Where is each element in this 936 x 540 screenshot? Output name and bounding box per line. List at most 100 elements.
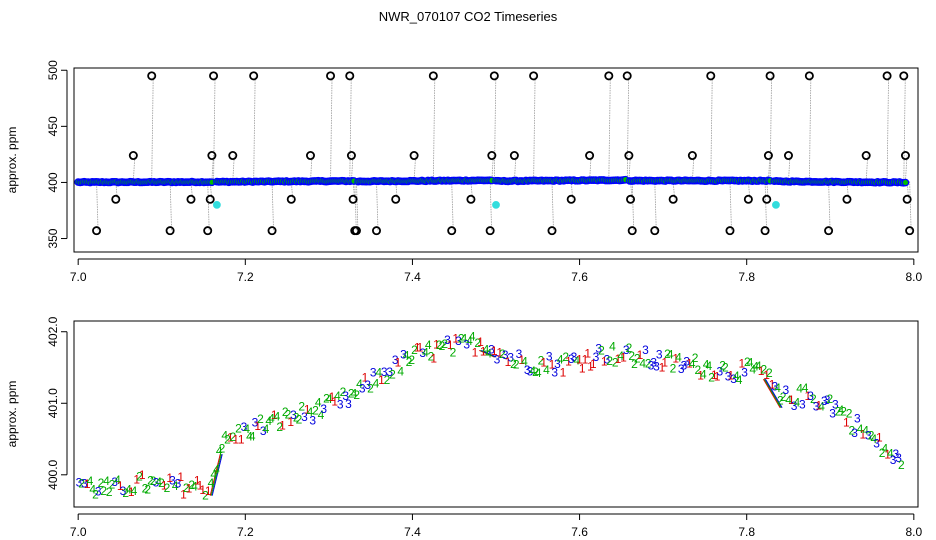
data-point-symbol: 4 [796, 381, 803, 395]
data-point-symbol: 2 [188, 478, 195, 492]
data-point-symbol: 2 [840, 405, 847, 419]
outlier-connector [232, 155, 235, 182]
data-point-symbol: 2 [670, 362, 677, 376]
outlier-point [765, 71, 775, 81]
data-point-symbol: 3 [546, 350, 553, 364]
data-point-symbol: 3 [604, 353, 611, 367]
outlier-connector [533, 75, 536, 182]
data-point-symbol: 3 [681, 358, 688, 372]
data-point-symbol: 3 [252, 416, 259, 430]
data-point-symbol: 2 [846, 406, 853, 420]
data-point-symbol: 3 [527, 364, 534, 378]
data-point-symbol: 2 [510, 357, 517, 371]
data-point-symbol: 3 [854, 412, 861, 426]
data-point-symbol: 3 [364, 378, 371, 392]
data-point-symbol: 1 [727, 368, 734, 382]
data-point-symbol: 4 [307, 405, 314, 419]
data-point-symbol: 4 [752, 360, 759, 374]
data-point-symbol: 3 [120, 484, 127, 498]
data-point-symbol: 2 [219, 442, 226, 456]
data-point-symbol: 4 [125, 483, 132, 497]
data-point-symbol: 4 [249, 429, 256, 443]
outlier-point [804, 71, 814, 81]
data-point-symbol: 3 [824, 393, 831, 407]
outlier-connector [151, 75, 154, 182]
data-point-symbol: 4 [155, 475, 162, 489]
data-point-symbol: 1 [254, 419, 261, 433]
data-point-symbol: 2 [562, 350, 569, 364]
outlier-point [624, 151, 634, 161]
data-point-symbol: 4 [573, 354, 580, 368]
data-point-symbol: 4 [315, 396, 322, 410]
data-point-symbol: 4 [700, 367, 707, 381]
data-point-symbol: 3 [301, 410, 308, 424]
data-point-symbol: 2 [122, 486, 129, 500]
data-point-symbol: 3 [642, 343, 649, 357]
series-jump-line [209, 454, 221, 496]
data-point-symbol: 2 [285, 408, 292, 422]
data-point-symbol: 4 [483, 342, 490, 356]
outlier-connector [886, 75, 889, 182]
outlier-point [824, 226, 834, 236]
data-point-symbol: 2 [474, 336, 481, 350]
data-point-symbol: 3 [741, 366, 748, 380]
data-point-symbol: 4 [397, 365, 404, 379]
data-point-symbol: 3 [873, 437, 880, 451]
outlier-point [428, 71, 438, 81]
data-point-symbol: 4 [466, 334, 473, 348]
data-point-symbol: 4 [881, 442, 888, 456]
outlier-connector [808, 75, 812, 182]
data-point-symbol: 2 [766, 366, 773, 380]
data-point-symbol: 1 [177, 470, 184, 484]
data-point-symbol: 1 [491, 344, 498, 358]
outlier-point [899, 71, 909, 81]
data-point-symbol: 1 [378, 373, 385, 387]
data-point-symbol: 2 [158, 476, 165, 490]
data-point-symbol: 2 [144, 483, 151, 497]
outlier-connector [828, 181, 831, 231]
outlier-connector [413, 155, 417, 182]
data-point-symbol: 1 [205, 484, 212, 498]
data-point-symbol: 2 [100, 484, 107, 498]
data-point-symbol: 2 [150, 474, 157, 488]
data-point-symbol: 3 [813, 399, 820, 413]
outlier-connector [349, 75, 352, 182]
data-point-symbol: 2 [183, 481, 190, 495]
outlier-point [763, 151, 773, 161]
series-jump-line [211, 454, 223, 496]
data-point-symbol: 1 [477, 335, 484, 349]
data-point-symbol: 1 [615, 352, 622, 366]
data-point-symbol: 1 [659, 360, 666, 374]
data-point-symbol: 3 [400, 347, 407, 361]
data-point-symbol: 2 [406, 355, 413, 369]
outlier-point [147, 71, 157, 81]
data-point-symbol: 4 [131, 484, 138, 498]
data-point-symbol: 1 [84, 477, 91, 491]
data-point-symbol: 1 [672, 351, 679, 365]
data-point-symbol: 2 [879, 446, 886, 460]
data-point-symbol: 1 [788, 393, 795, 407]
bottom-panel-co2-detail: 7.0 7.2 7.4 7.6 7.8 8.0 400.0 401.0 402.0 approx.… [5, 316, 922, 539]
data-point-symbol: 3 [799, 398, 806, 412]
series-jump-line [763, 378, 782, 408]
data-point-symbol: 2 [441, 337, 448, 351]
plot-frame [73, 320, 919, 508]
data-point-symbol: 3 [571, 350, 578, 364]
data-point-symbol: 2 [760, 363, 767, 377]
data-point-symbol: 3 [791, 399, 798, 413]
data-point-symbol: 1 [414, 341, 421, 355]
data-point-symbol: 2 [78, 477, 85, 491]
outlier-connector [451, 181, 454, 231]
data-point-symbol: 1 [584, 347, 591, 361]
outlier-connector [626, 75, 630, 182]
data-point-symbol: 3 [463, 338, 470, 352]
outlier-connector [513, 155, 517, 182]
data-point-symbol: 2 [645, 356, 652, 370]
data-point-symbol: 2 [719, 358, 726, 372]
outlier-point [783, 151, 793, 161]
x-tick-label: 7.4 [404, 525, 421, 539]
outlier-connector [310, 155, 313, 182]
data-point-symbol: 2 [810, 392, 817, 406]
data-point-symbol: 1 [186, 482, 193, 496]
y-axis-title: approx. ppm [5, 127, 19, 194]
